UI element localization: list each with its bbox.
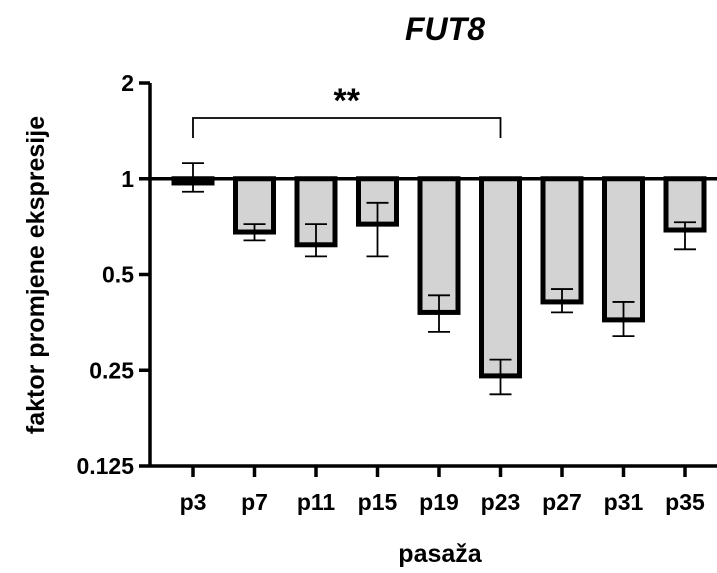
x-tick-label: p27	[542, 489, 582, 515]
error-bar-p19	[428, 294, 450, 333]
error-bar-p27	[551, 288, 573, 314]
significance-bracket	[192, 117, 502, 138]
error-bar-p7	[243, 223, 266, 242]
y-tick-label: 1	[121, 166, 134, 192]
x-tick-label: p23	[481, 489, 521, 515]
y-axis-label: faktor promjene ekspresije	[22, 116, 50, 434]
x-tick-label: p7	[241, 489, 268, 515]
x-tick-label: p3	[180, 489, 207, 515]
error-bar-p23	[489, 358, 512, 396]
chart-title: FUT8	[405, 11, 485, 47]
error-bar-p3	[182, 162, 204, 193]
x-tick-label: p11	[297, 489, 336, 515]
y-tick-label: 2	[121, 70, 134, 96]
error-bar-p35	[674, 221, 696, 251]
bar-p23	[479, 176, 522, 379]
x-tick-label: p35	[665, 489, 705, 515]
bar-p19	[417, 176, 461, 315]
x-tick-label: p31	[604, 489, 644, 515]
significance-label: **	[334, 82, 361, 120]
x-tick-label: p19	[419, 489, 459, 515]
error-bar-p11	[305, 223, 327, 258]
plot-area: 0.125 0.25 0.5 1 2 p3 p7 p11 p15 p19 p23 p27 p31 p35 *…	[76, 70, 717, 515]
y-tick-label: 0.5	[102, 262, 134, 288]
x-axis-label: pasaža	[398, 540, 482, 568]
y-tick-label: 0.125	[76, 453, 134, 479]
y-tick-label: 0.25	[89, 357, 134, 383]
bar-p27	[540, 176, 584, 305]
error-bar-p15	[366, 201, 389, 258]
bar-p31	[602, 176, 645, 323]
x-tick-label: p15	[358, 489, 398, 515]
error-bar-p31	[612, 301, 635, 338]
